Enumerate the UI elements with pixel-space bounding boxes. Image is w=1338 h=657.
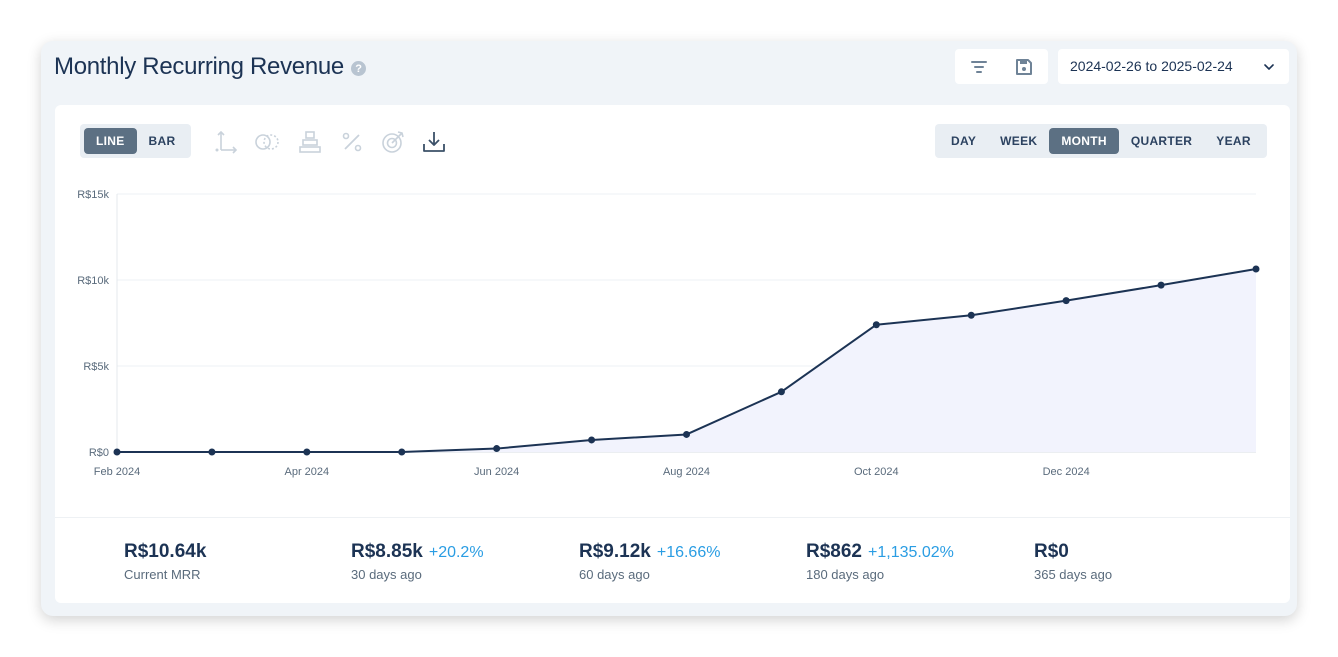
data-point — [1252, 265, 1260, 273]
divider — [55, 517, 1290, 518]
download-icon[interactable] — [421, 129, 447, 155]
stat-value: R$0 — [1034, 541, 1069, 562]
date-range-select[interactable]: 2024-02-26 to 2025-02-24 — [1058, 49, 1289, 84]
mrr-chart: R$0 R$5k R$10k R$15k Feb 2024 Apr 2024 Jun 202… — [77, 189, 1260, 478]
goal-icon[interactable] — [380, 129, 406, 155]
percent-icon[interactable] — [339, 129, 365, 155]
stat-value: R$8.85k — [351, 541, 423, 562]
period-day-button[interactable]: DAY — [951, 134, 977, 148]
x-tick-label: Oct 2024 — [854, 466, 899, 478]
bar-button[interactable]: BAR — [148, 134, 176, 148]
series-area — [117, 268, 1256, 452]
data-point — [1157, 281, 1165, 289]
stat-delta: +1,135.02% — [868, 544, 954, 561]
data-point — [967, 311, 975, 319]
filter-icon[interactable] — [969, 57, 989, 77]
data-point — [777, 388, 785, 396]
period-quarter-button[interactable]: QUARTER — [1130, 134, 1193, 148]
page-title: Monthly Recurring Revenue ? — [54, 53, 366, 81]
x-tick-label: Jun 2024 — [474, 466, 519, 478]
stat-label: 30 days ago — [351, 567, 422, 582]
stat-label: 180 days ago — [806, 567, 885, 582]
chevron-down-icon — [1264, 64, 1274, 70]
x-tick-label: Feb 2024 — [94, 466, 140, 478]
stack-icon[interactable] — [297, 129, 323, 155]
stat-current: R$10.64k Current MRR — [124, 541, 212, 582]
data-point — [303, 448, 311, 456]
data-point — [208, 448, 216, 456]
stat-label: 365 days ago — [1034, 567, 1113, 582]
line-button[interactable]: LINE — [84, 128, 137, 154]
stat-180-days: R$862 +1,135.02% 180 days ago — [806, 541, 954, 582]
stat-value: R$10.64k — [124, 541, 207, 562]
stat-value: R$9.12k — [579, 541, 651, 562]
x-tick-label: Dec 2024 — [1043, 466, 1090, 478]
y-tick-label: R$0 — [89, 447, 109, 459]
chart-panel: LINE BAR — [55, 105, 1290, 603]
period-year-button[interactable]: YEAR — [1216, 134, 1251, 148]
period-toggle: DAY WEEK MONTH QUARTER YEAR — [935, 124, 1267, 158]
stat-365-days: R$0 365 days ago — [1034, 541, 1112, 582]
period-week-button[interactable]: WEEK — [1000, 134, 1038, 148]
stat-delta: +20.2% — [428, 544, 484, 561]
stat-label: 60 days ago — [579, 567, 650, 582]
save-icon[interactable] — [1014, 57, 1034, 77]
data-point — [398, 448, 406, 456]
axis-icon[interactable] — [213, 129, 239, 155]
data-point — [493, 445, 501, 453]
data-point — [872, 321, 880, 329]
title-text: Monthly Recurring Revenue — [54, 53, 344, 80]
y-tick-label: R$5k — [83, 361, 109, 373]
header-actions — [955, 49, 1048, 84]
x-tick-label: Apr 2024 — [285, 466, 330, 478]
data-point — [1062, 297, 1070, 305]
question-circle-icon[interactable]: ? — [350, 61, 366, 76]
stat-label: Current MRR — [124, 567, 201, 582]
data-point — [588, 436, 596, 444]
stat-value: R$862 — [806, 541, 862, 562]
chart-type-toggle: LINE BAR — [80, 124, 192, 158]
y-tick-label: R$10k — [77, 275, 109, 287]
stat-60-days: R$9.12k +16.66% 60 days ago — [579, 541, 720, 582]
data-point — [113, 448, 121, 456]
period-month-button[interactable]: MONTH — [1049, 128, 1119, 154]
y-tick-label: R$15k — [77, 189, 109, 201]
data-point — [683, 430, 690, 438]
stat-30-days: R$8.85k +20.2% 30 days ago — [351, 541, 484, 582]
x-tick-label: Aug 2024 — [663, 466, 710, 478]
stat-delta: +16.66% — [656, 544, 721, 561]
date-range-value: 2024-02-26 to 2025-02-24 — [1070, 58, 1233, 74]
mrr-card: Monthly Recurring Revenue ? 2024-02-26 t… — [41, 41, 1297, 616]
compare-icon[interactable] — [254, 129, 280, 155]
